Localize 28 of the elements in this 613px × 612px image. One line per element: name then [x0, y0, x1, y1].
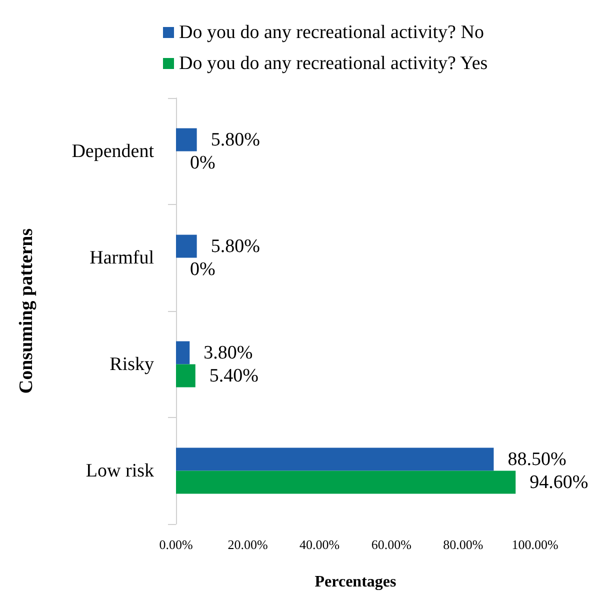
bar — [176, 341, 190, 364]
bar — [176, 364, 196, 388]
y-tick-label: Harmful — [90, 247, 154, 268]
data-label: 5.80% — [210, 129, 260, 150]
x-tick-label: 40.00% — [300, 537, 340, 552]
y-tick-label: Low risk — [86, 460, 154, 482]
data-label: 3.80% — [204, 342, 253, 364]
legend-label: Do you do any recreational activity? Yes — [179, 53, 488, 74]
data-label: 0% — [190, 152, 216, 174]
data-label: 5.40% — [209, 365, 259, 386]
data-label: 94.60% — [530, 472, 588, 493]
y-axis-title: Consuming patterns — [16, 228, 37, 394]
y-tick-label: Dependent — [72, 140, 155, 162]
x-tick-label: 80.00% — [443, 537, 484, 552]
x-tick-label: 60.00% — [371, 537, 412, 552]
x-axis-title: Percentages — [314, 574, 396, 590]
bar — [176, 234, 197, 258]
data-label: 88.50% — [508, 448, 566, 470]
x-tick-label: 0.00% — [159, 537, 193, 552]
bar — [176, 470, 516, 494]
x-tick-label: 20.00% — [228, 537, 268, 552]
bar — [176, 128, 197, 152]
y-tick-label: Risky — [110, 354, 154, 375]
data-label: 5.80% — [210, 236, 260, 257]
data-label: 0% — [190, 258, 216, 280]
bar — [176, 448, 494, 471]
x-tick-label: 100.00% — [512, 537, 558, 552]
legend-label: Do you do any recreational activity? No — [179, 22, 484, 43]
